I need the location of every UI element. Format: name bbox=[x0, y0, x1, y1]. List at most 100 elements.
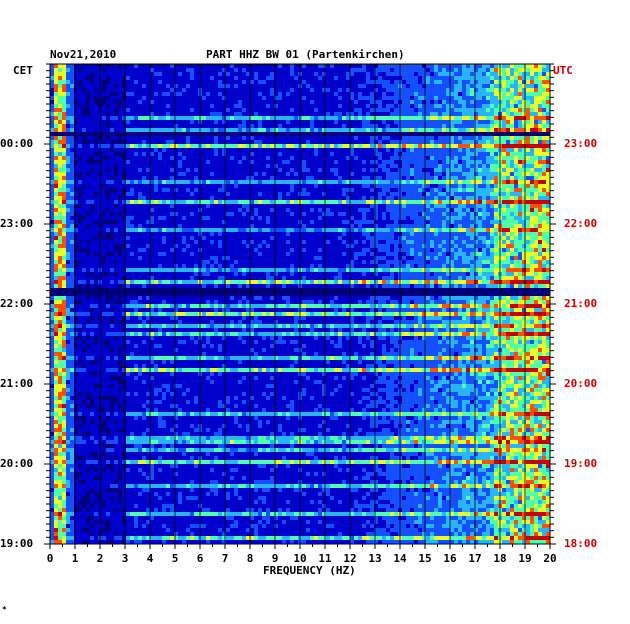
heatmap-row bbox=[50, 372, 551, 377]
heatmap-row bbox=[50, 132, 551, 137]
heatmap-row bbox=[50, 380, 551, 385]
heatmap-row bbox=[50, 468, 551, 473]
x-tick-label: 12 bbox=[343, 552, 357, 565]
footnote-mark: * bbox=[2, 605, 7, 614]
x-tick-label: 11 bbox=[318, 552, 332, 565]
heatmap-row bbox=[50, 352, 551, 357]
heatmap-row bbox=[50, 344, 551, 349]
heatmap-row bbox=[50, 236, 551, 241]
heatmap-row bbox=[50, 364, 551, 369]
heatmap-row bbox=[50, 152, 551, 157]
heatmap-row bbox=[50, 244, 551, 249]
heatmap-row bbox=[50, 448, 551, 453]
heatmap-row bbox=[50, 284, 551, 289]
heatmap-row bbox=[50, 180, 551, 185]
heatmap-row bbox=[50, 188, 551, 193]
utc-tick-label: 21:00 bbox=[564, 297, 598, 310]
heatmap-row bbox=[50, 268, 551, 273]
heatmap-row bbox=[50, 292, 551, 297]
heatmap-row bbox=[50, 424, 551, 429]
heatmap-row bbox=[50, 356, 551, 361]
x-tick-label: 1 bbox=[71, 552, 79, 565]
frequency-gridlines bbox=[74, 64, 526, 544]
heatmap-row bbox=[50, 400, 551, 405]
heatmap-row bbox=[50, 276, 551, 281]
heatmap-row bbox=[50, 308, 551, 313]
heatmap-row bbox=[50, 312, 551, 317]
axis-ticks bbox=[44, 63, 556, 549]
heatmap-row bbox=[50, 204, 551, 209]
heatmap-row bbox=[50, 336, 551, 341]
heatmap-row bbox=[50, 480, 551, 485]
heatmap-row bbox=[50, 300, 551, 305]
x-axis-label: FREQUENCY (HZ) bbox=[263, 564, 356, 577]
x-tick-label: 20 bbox=[543, 552, 557, 565]
cet-label: CET bbox=[13, 64, 33, 77]
heatmap-row bbox=[50, 536, 551, 541]
x-tick-label: 6 bbox=[196, 552, 204, 565]
heatmap-row bbox=[50, 240, 551, 245]
heatmap-row bbox=[50, 68, 551, 73]
heatmap-row bbox=[50, 228, 551, 233]
heatmap-row bbox=[50, 444, 551, 449]
heatmap-row bbox=[50, 436, 551, 441]
heatmap-row bbox=[50, 532, 551, 537]
heatmap-row bbox=[50, 172, 551, 177]
heatmap-row bbox=[50, 224, 551, 229]
heatmap-row bbox=[50, 124, 551, 129]
heatmap-row bbox=[50, 72, 551, 77]
heatmap-row bbox=[50, 140, 551, 145]
x-tick-label: 5 bbox=[171, 552, 179, 565]
heatmap-row bbox=[50, 348, 551, 353]
heatmap-row bbox=[50, 216, 551, 221]
x-tick-label: 16 bbox=[443, 552, 457, 565]
heatmap-row bbox=[50, 388, 551, 393]
heatmap-row bbox=[50, 156, 551, 161]
heatmap-row bbox=[50, 304, 551, 309]
heatmap-row bbox=[50, 476, 551, 481]
x-tick-label: 9 bbox=[271, 552, 279, 565]
heatmap-row bbox=[50, 420, 551, 425]
x-tick-label: 18 bbox=[493, 552, 507, 565]
heatmap-row bbox=[50, 528, 551, 533]
heatmap-row bbox=[50, 412, 551, 417]
x-tick-label: 4 bbox=[146, 552, 154, 565]
x-tick-label: 2 bbox=[96, 552, 104, 565]
cet-tick-label: 19:00 bbox=[0, 537, 34, 550]
heatmap-row bbox=[50, 248, 551, 253]
heatmap-row bbox=[50, 524, 551, 529]
heatmap-row bbox=[50, 288, 551, 293]
x-tick-label: 17 bbox=[468, 552, 482, 565]
heatmap-row bbox=[50, 484, 551, 489]
chart-title: PART HHZ BW 01 (Partenkirchen) bbox=[206, 48, 405, 61]
x-tick-label: 8 bbox=[246, 552, 254, 565]
heatmap-row bbox=[50, 516, 551, 521]
x-tick-label: 3 bbox=[121, 552, 129, 565]
cet-tick-label: 22:00 bbox=[0, 297, 34, 310]
utc-tick-label: 19:00 bbox=[564, 457, 598, 470]
heatmap-row bbox=[50, 112, 551, 117]
heatmap-row bbox=[50, 512, 551, 517]
x-tick-label: 0 bbox=[46, 552, 54, 565]
x-tick-label: 14 bbox=[393, 552, 407, 565]
heatmap-row bbox=[50, 88, 551, 93]
x-tick-label: 19 bbox=[518, 552, 532, 565]
heatmap-row bbox=[50, 456, 551, 461]
x-tick-label: 15 bbox=[418, 552, 432, 565]
heatmap-row bbox=[50, 212, 551, 217]
heatmap-row bbox=[50, 488, 551, 493]
heatmap-row bbox=[50, 472, 551, 477]
heatmap-row bbox=[50, 376, 551, 381]
heatmap-row bbox=[50, 84, 551, 89]
heatmap-row bbox=[50, 272, 551, 277]
x-tick-label: 7 bbox=[221, 552, 229, 565]
cet-tick-label: 20:00 bbox=[0, 457, 34, 470]
heatmap-row bbox=[50, 508, 551, 513]
heatmap-row bbox=[50, 64, 551, 69]
heatmap-row bbox=[50, 92, 551, 97]
heatmap-row bbox=[50, 440, 551, 445]
heatmap-row bbox=[50, 196, 551, 201]
date-label: Nov21,2010 bbox=[50, 48, 117, 61]
utc-tick-label: 18:00 bbox=[564, 537, 598, 550]
